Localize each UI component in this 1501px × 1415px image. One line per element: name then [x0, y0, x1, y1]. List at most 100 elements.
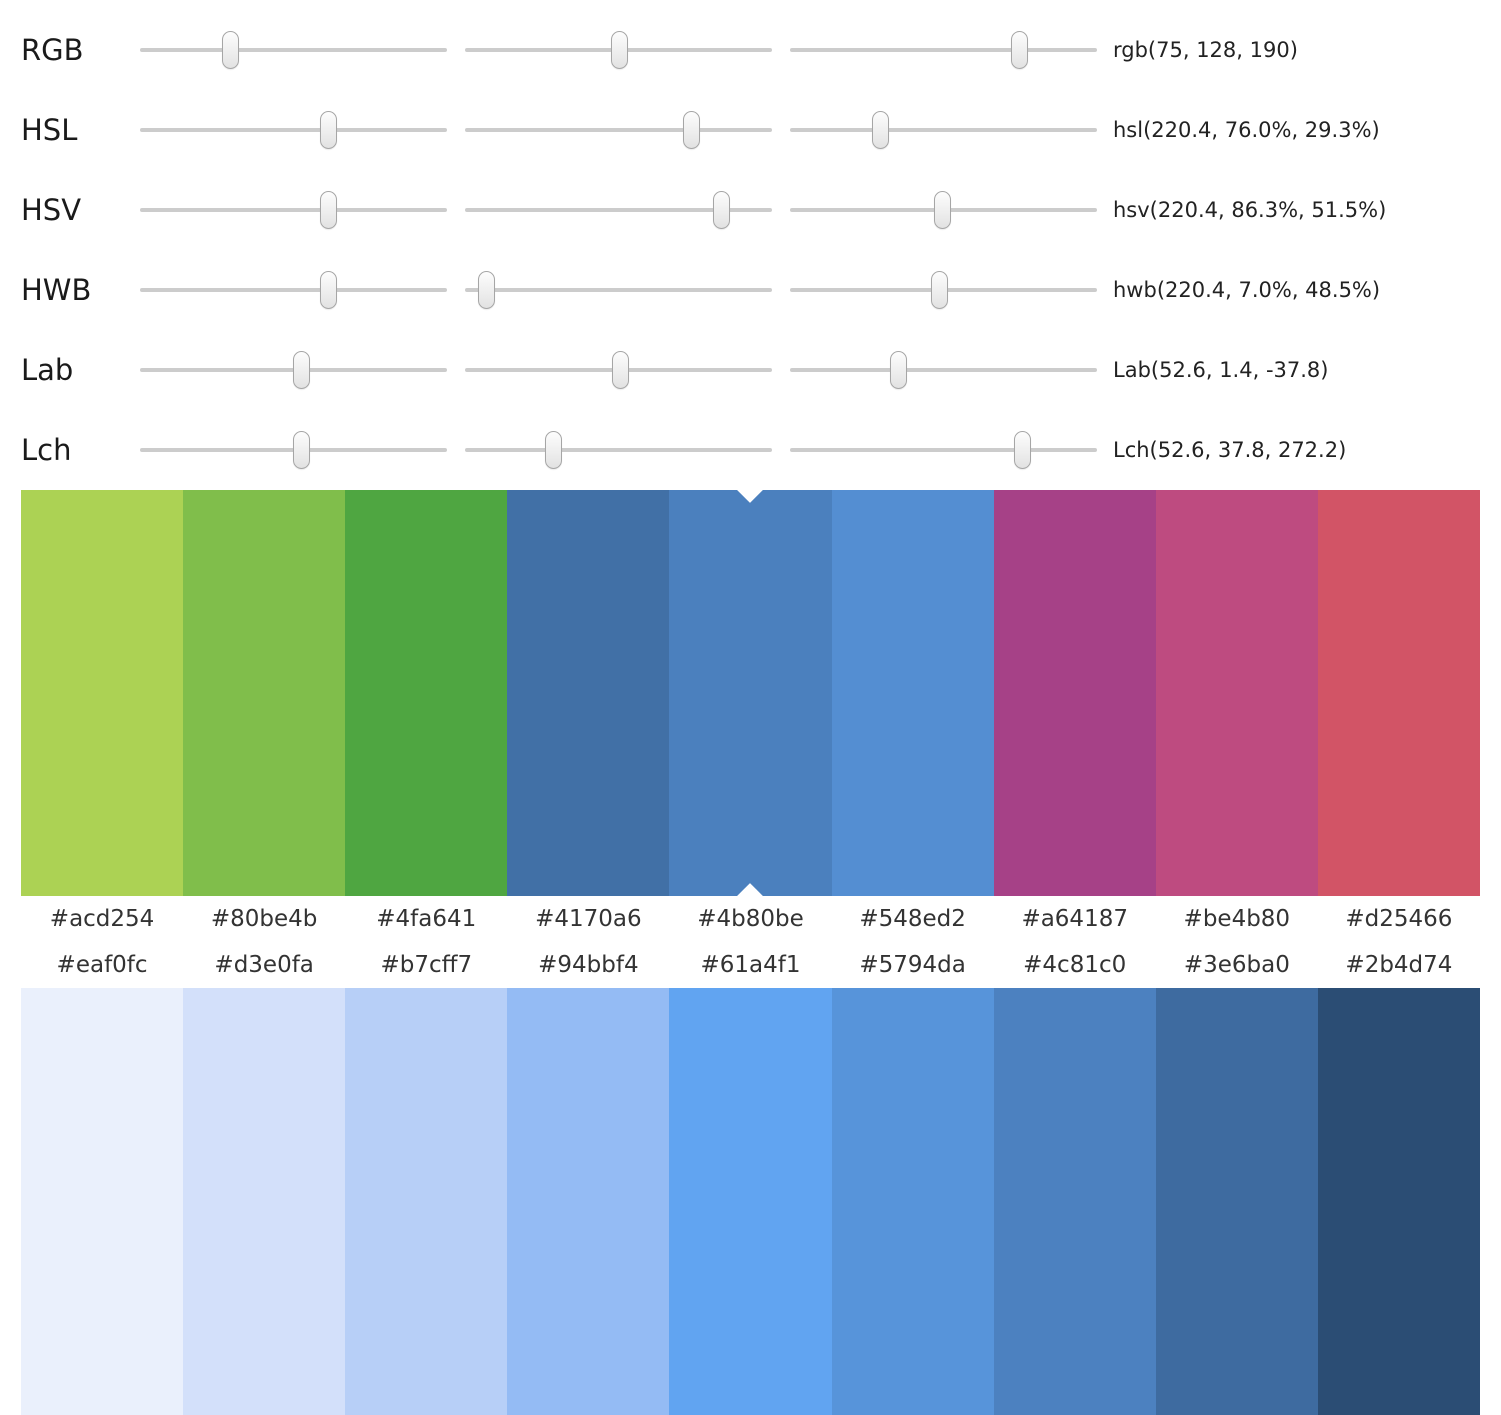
hex-label: #be4b80: [1183, 906, 1291, 932]
hex-label: #4b80be: [697, 906, 804, 932]
slider-tracks: [140, 430, 1097, 470]
palette-swatch[interactable]: [1317, 490, 1480, 896]
hex-label: #acd254: [49, 906, 155, 932]
slider-handle[interactable]: [682, 111, 700, 149]
color-value-text: hwb(220.4, 7.0%, 48.5%): [1113, 278, 1381, 302]
hex-label: #4fa641: [376, 906, 477, 932]
slider-track-hwb-1[interactable]: [465, 270, 772, 310]
palette-swatch[interactable]: [669, 988, 832, 1415]
hex-label: #4170a6: [535, 906, 642, 932]
slider-handle[interactable]: [611, 31, 629, 69]
slider-track-hsl-0[interactable]: [140, 110, 447, 150]
palette-bottom-hex-labels: #eaf0fc #d3e0fa #b7cff7 #94bbf4 #61a4f1 #5794…: [21, 942, 1480, 988]
slider-track-lab-0[interactable]: [140, 350, 447, 390]
slider-track-lch-2[interactable]: [790, 430, 1097, 470]
color-value-text: Lch(52.6, 37.8, 272.2): [1113, 438, 1347, 462]
hex-label: #a64187: [1021, 906, 1128, 932]
slider-tracks: [140, 190, 1097, 230]
palette-swatch[interactable]: [183, 988, 346, 1415]
palette-swatch-selected[interactable]: [669, 476, 832, 910]
slider-handle[interactable]: [319, 191, 337, 229]
hex-label: #d25466: [1345, 906, 1453, 932]
hex-label: #2b4d74: [1345, 952, 1453, 978]
hex-label: #3e6ba0: [1183, 952, 1290, 978]
color-value-text: Lab(52.6, 1.4, -37.8): [1113, 358, 1329, 382]
slider-track-hsv-2[interactable]: [790, 190, 1097, 230]
colorspace-label: HWB: [21, 273, 92, 307]
slider-handle[interactable]: [293, 431, 311, 469]
slider-track-lch-1[interactable]: [465, 430, 772, 470]
slider-tracks: [140, 350, 1097, 390]
palette-swatch[interactable]: [21, 490, 184, 896]
slider-handle[interactable]: [319, 271, 337, 309]
palette-swatch[interactable]: [1317, 988, 1480, 1415]
slider-track-hsl-1[interactable]: [465, 110, 772, 150]
slider-handle[interactable]: [930, 271, 948, 309]
color-value-text: hsl(220.4, 76.0%, 29.3%): [1113, 118, 1380, 142]
slider-track-line: [140, 288, 447, 292]
slider-track-hsv-0[interactable]: [140, 190, 447, 230]
hex-label: #eaf0fc: [56, 952, 148, 978]
slider-track-rgb-2[interactable]: [790, 30, 1097, 70]
palette-swatch[interactable]: [345, 988, 508, 1415]
slider-track-line: [790, 368, 1097, 372]
slider-track-line: [790, 448, 1097, 452]
slider-tracks: [140, 270, 1097, 310]
palette-swatch[interactable]: [831, 988, 994, 1415]
palette-swatch[interactable]: [993, 988, 1156, 1415]
slider-track-hwb-2[interactable]: [790, 270, 1097, 310]
palette-swatch[interactable]: [183, 490, 346, 896]
slider-row: Lab Lab(52.6, 1.4, -37.8): [21, 330, 1501, 410]
hex-label: #548ed2: [859, 906, 966, 932]
slider-track-line: [465, 288, 772, 292]
slider-handle[interactable]: [1010, 31, 1028, 69]
slider-handle[interactable]: [871, 111, 889, 149]
slider-row: RGB rgb(75, 128, 190): [21, 10, 1501, 90]
colorspace-label: Lab: [21, 353, 74, 387]
hex-label: #5794da: [859, 952, 966, 978]
palette-swatch[interactable]: [507, 490, 670, 896]
hex-label: #4c81c0: [1023, 952, 1127, 978]
palette-swatch[interactable]: [21, 988, 184, 1415]
slider-handle[interactable]: [890, 351, 908, 389]
slider-track-lch-0[interactable]: [140, 430, 447, 470]
slider-row: HSL hsl(220.4, 76.0%, 29.3%): [21, 90, 1501, 170]
slider-track-line: [465, 128, 772, 132]
slider-track-line: [465, 448, 772, 452]
slider-track-rgb-0[interactable]: [140, 30, 447, 70]
slider-handle[interactable]: [933, 191, 951, 229]
slider-handle[interactable]: [612, 351, 630, 389]
slider-track-line: [140, 48, 447, 52]
palette-swatch[interactable]: [345, 490, 508, 896]
hex-label: #61a4f1: [700, 952, 801, 978]
slider-handle[interactable]: [713, 191, 731, 229]
palette-swatch[interactable]: [1155, 988, 1318, 1415]
slider-handle[interactable]: [544, 431, 562, 469]
palette-swatch[interactable]: [507, 988, 670, 1415]
slider-track-lab-1[interactable]: [465, 350, 772, 390]
palette-top-hex-labels: #acd254 #80be4b #4fa641 #4170a6 #4b80be #548e…: [21, 896, 1480, 942]
slider-track-line: [140, 128, 447, 132]
slider-handle[interactable]: [222, 31, 240, 69]
slider-handle[interactable]: [293, 351, 311, 389]
slider-track-lab-2[interactable]: [790, 350, 1097, 390]
hex-label: #94bbf4: [538, 952, 639, 978]
slider-row: HWB hwb(220.4, 7.0%, 48.5%): [21, 250, 1501, 330]
slider-row: HSV hsv(220.4, 86.3%, 51.5%): [21, 170, 1501, 250]
slider-track-hwb-0[interactable]: [140, 270, 447, 310]
palette-swatch[interactable]: [993, 490, 1156, 896]
slider-handle[interactable]: [319, 111, 337, 149]
colorspace-label: RGB: [21, 33, 84, 67]
slider-handle[interactable]: [478, 271, 496, 309]
hex-label: #b7cff7: [380, 952, 473, 978]
slider-track-hsl-2[interactable]: [790, 110, 1097, 150]
palette-swatch[interactable]: [831, 490, 994, 896]
palette-swatch[interactable]: [1155, 490, 1318, 896]
color-value-text: rgb(75, 128, 190): [1113, 38, 1298, 62]
slider-handle[interactable]: [1014, 431, 1032, 469]
slider-track-line: [140, 208, 447, 212]
hex-label: #d3e0fa: [214, 952, 314, 978]
slider-track-rgb-1[interactable]: [465, 30, 772, 70]
slider-track-hsv-1[interactable]: [465, 190, 772, 230]
colorspace-label: HSL: [21, 113, 78, 147]
